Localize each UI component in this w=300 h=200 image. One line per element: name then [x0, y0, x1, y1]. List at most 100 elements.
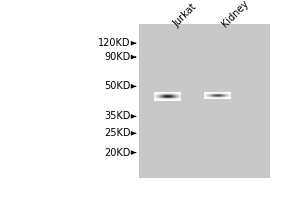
Bar	[174, 95, 175, 96]
Bar	[212, 97, 213, 98]
Bar	[155, 95, 156, 96]
Bar	[165, 95, 166, 96]
Bar	[220, 97, 221, 98]
Bar	[180, 92, 181, 93]
Bar	[208, 98, 209, 99]
Bar	[222, 95, 223, 96]
Bar	[218, 96, 219, 97]
Bar	[169, 93, 170, 94]
Bar	[229, 97, 230, 98]
Bar	[159, 97, 160, 98]
Bar	[216, 97, 217, 98]
Bar	[208, 93, 209, 94]
Bar	[223, 92, 224, 93]
Bar	[221, 98, 222, 99]
Text: 120KD: 120KD	[98, 38, 130, 48]
Bar	[159, 92, 160, 93]
Bar	[219, 98, 220, 99]
Bar	[226, 95, 227, 96]
Bar	[229, 95, 230, 96]
Bar	[175, 94, 176, 95]
Bar	[179, 99, 180, 100]
Bar	[160, 95, 161, 96]
Bar	[174, 94, 175, 95]
Bar	[179, 98, 180, 99]
Bar	[214, 98, 215, 99]
Bar	[224, 98, 225, 99]
Bar	[205, 94, 206, 95]
Bar	[168, 94, 169, 95]
Bar	[173, 93, 174, 94]
Bar	[163, 93, 164, 94]
Bar	[229, 98, 230, 99]
Bar	[206, 97, 207, 98]
Bar	[160, 94, 161, 95]
Bar	[217, 92, 218, 93]
Bar	[155, 98, 156, 99]
Bar	[216, 95, 217, 96]
Bar	[180, 95, 181, 96]
Bar	[155, 94, 156, 95]
Bar	[163, 99, 164, 100]
Bar	[176, 95, 177, 96]
Bar	[159, 100, 160, 101]
Bar	[228, 92, 229, 93]
Bar	[168, 98, 169, 99]
Bar	[154, 92, 155, 93]
Bar	[170, 92, 171, 93]
Bar	[173, 98, 174, 99]
Bar	[226, 94, 227, 95]
Bar	[165, 93, 166, 94]
Bar	[167, 97, 168, 98]
Bar	[216, 92, 217, 93]
Bar	[180, 96, 181, 97]
Bar	[160, 100, 161, 101]
Bar	[158, 99, 159, 100]
Bar	[162, 98, 163, 99]
Bar	[162, 95, 163, 96]
Bar	[171, 100, 172, 101]
Bar	[230, 93, 231, 94]
Bar	[176, 98, 177, 99]
Bar	[212, 92, 213, 93]
Bar	[219, 94, 220, 95]
Bar	[225, 95, 226, 96]
Bar	[159, 95, 160, 96]
Bar	[205, 98, 206, 99]
Bar	[163, 95, 164, 96]
Bar	[209, 96, 210, 97]
Bar	[173, 99, 174, 100]
Bar	[230, 94, 231, 95]
Bar	[158, 95, 159, 96]
Bar	[161, 97, 162, 98]
Bar	[161, 99, 162, 100]
Bar	[212, 94, 213, 95]
Bar	[160, 100, 161, 101]
Bar	[157, 97, 158, 98]
Bar	[210, 93, 211, 94]
Bar	[160, 97, 161, 98]
Bar	[169, 92, 170, 93]
Bar	[220, 93, 221, 94]
Bar	[213, 97, 214, 98]
Bar	[223, 93, 224, 94]
Bar	[228, 98, 229, 99]
Bar	[154, 100, 155, 101]
Bar	[160, 93, 161, 94]
Bar	[162, 92, 163, 93]
Bar	[209, 98, 210, 99]
Bar	[219, 93, 220, 94]
Bar	[178, 92, 179, 93]
Bar	[155, 99, 156, 100]
Bar	[174, 97, 175, 98]
Bar	[219, 96, 220, 97]
Bar	[226, 92, 227, 93]
Bar	[228, 95, 229, 96]
Bar	[158, 93, 159, 94]
Bar	[228, 97, 229, 98]
Bar	[217, 94, 218, 95]
Bar	[157, 95, 158, 96]
Bar	[215, 97, 216, 98]
Bar	[212, 93, 213, 94]
Bar	[180, 97, 181, 98]
